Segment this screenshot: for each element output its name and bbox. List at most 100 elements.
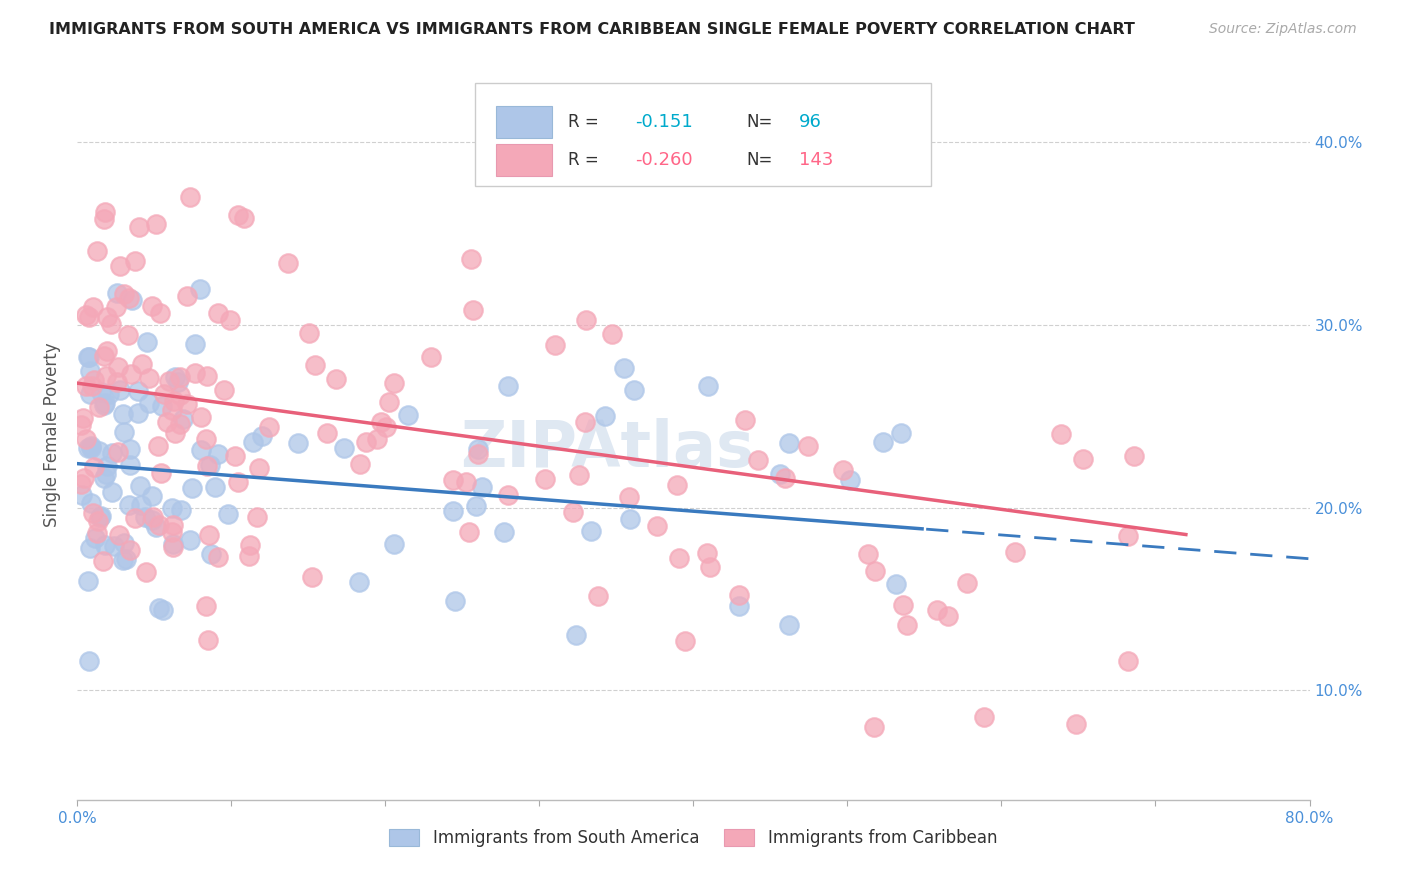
Point [872, 435, 894, 450]
Point [457, 524, 479, 539]
Point [697, 379, 720, 393]
Point [142, 510, 165, 524]
Point [105, 286, 128, 301]
Point [136, 334, 159, 349]
Point [1004, 545, 1026, 559]
Point [96, 369, 118, 384]
Point [169, 417, 191, 432]
Point [127, 405, 149, 419]
Point [728, 599, 751, 614]
Point [157, 374, 180, 388]
Point [112, 425, 135, 439]
Point [83, 459, 105, 474]
Point [156, 415, 179, 429]
Point [332, 441, 354, 455]
Point [179, 533, 201, 548]
Point [247, 461, 270, 475]
FancyBboxPatch shape [475, 83, 931, 186]
Point [197, 632, 219, 647]
Point [149, 306, 172, 320]
Point [454, 475, 477, 489]
Point [118, 542, 141, 557]
Point [396, 408, 419, 422]
Point [124, 510, 146, 524]
Point [77, 574, 100, 589]
Point [465, 500, 488, 514]
Point [444, 593, 467, 607]
Point [162, 541, 184, 555]
Point [190, 442, 212, 457]
Point [96, 343, 118, 358]
Text: 143: 143 [799, 151, 834, 169]
Point [118, 499, 141, 513]
Point [200, 547, 222, 561]
Point [162, 517, 184, 532]
Y-axis label: Single Female Poverty: Single Female Poverty [44, 342, 60, 526]
Point [80, 496, 103, 510]
Point [86, 244, 108, 259]
Point [131, 358, 153, 372]
Point [226, 208, 249, 222]
Point [79, 441, 101, 455]
Point [366, 432, 388, 446]
Point [93, 398, 115, 412]
Point [134, 509, 156, 524]
Point [242, 434, 264, 449]
Point [77, 310, 100, 325]
Point [239, 538, 262, 552]
Point [148, 518, 170, 533]
Point [75, 378, 97, 392]
FancyBboxPatch shape [496, 144, 551, 176]
Point [129, 498, 152, 512]
Point [207, 550, 229, 565]
Point [89, 510, 111, 524]
Point [673, 633, 696, 648]
Point [105, 375, 128, 389]
Point [420, 351, 443, 365]
Point [190, 409, 212, 424]
Point [198, 458, 221, 473]
Text: IMMIGRANTS FROM SOUTH AMERICA VS IMMIGRANTS FROM CARIBBEAN SINGLE FEMALE POVERTY: IMMIGRANTS FROM SOUTH AMERICA VS IMMIGRA… [49, 22, 1135, 37]
Point [108, 383, 131, 397]
Point [769, 467, 792, 481]
Point [574, 313, 596, 327]
Point [79, 541, 101, 556]
Point [287, 436, 309, 450]
Point [87, 401, 110, 415]
Point [72, 410, 94, 425]
Point [1050, 427, 1073, 442]
Point [107, 360, 129, 375]
Point [176, 288, 198, 302]
Point [936, 608, 959, 623]
Point [145, 217, 167, 231]
Point [890, 426, 912, 441]
Point [162, 537, 184, 551]
Point [111, 407, 134, 421]
Point [82, 506, 104, 520]
Point [163, 370, 186, 384]
Point [121, 293, 143, 308]
Point [118, 442, 141, 456]
Point [77, 350, 100, 364]
Point [699, 559, 721, 574]
Point [896, 617, 918, 632]
Point [75, 308, 97, 322]
Point [696, 546, 718, 560]
Point [218, 313, 240, 327]
Point [117, 327, 139, 342]
Point [747, 453, 769, 467]
Point [127, 384, 149, 399]
Point [94, 205, 117, 219]
Point [75, 433, 97, 447]
Point [163, 394, 186, 409]
Point [619, 512, 641, 526]
Point [111, 553, 134, 567]
Point [138, 395, 160, 409]
Point [207, 306, 229, 320]
FancyBboxPatch shape [496, 106, 551, 138]
Point [82, 379, 104, 393]
Point [166, 375, 188, 389]
Point [461, 302, 484, 317]
Text: -0.260: -0.260 [636, 151, 693, 169]
Point [441, 504, 464, 518]
